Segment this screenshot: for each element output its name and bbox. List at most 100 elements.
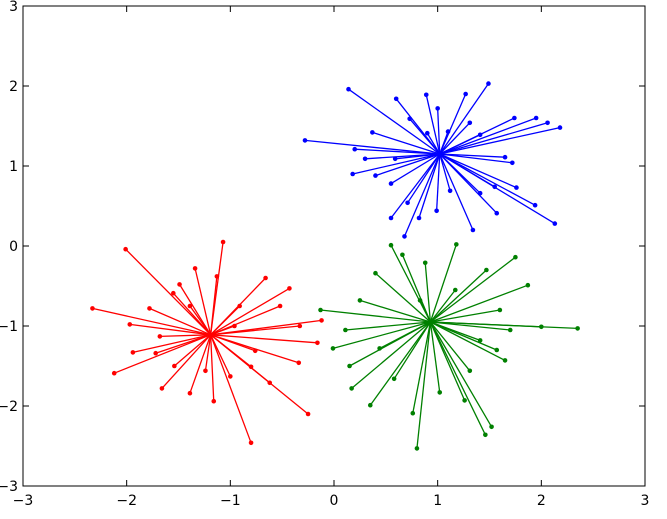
point xyxy=(388,215,394,221)
point xyxy=(159,386,165,391)
link-line xyxy=(149,307,211,336)
link-line xyxy=(210,334,256,352)
link-line xyxy=(348,88,441,155)
y-tick-label: 2 xyxy=(9,79,18,95)
point xyxy=(248,440,254,446)
point xyxy=(373,173,378,178)
point xyxy=(123,246,128,252)
point xyxy=(484,267,489,273)
point xyxy=(489,424,494,430)
point xyxy=(172,363,177,369)
link-line xyxy=(369,321,431,406)
point xyxy=(467,368,473,374)
point xyxy=(237,303,242,309)
link-line xyxy=(403,153,441,237)
link-line xyxy=(407,153,441,204)
link-line xyxy=(439,153,451,191)
link-line xyxy=(395,153,440,160)
point xyxy=(434,208,439,214)
point xyxy=(347,363,352,369)
link-line xyxy=(204,334,212,371)
point xyxy=(557,125,563,130)
point xyxy=(90,306,95,311)
point xyxy=(130,350,136,355)
point xyxy=(402,234,407,239)
link-line xyxy=(439,122,548,155)
link-line xyxy=(172,292,212,336)
point xyxy=(525,282,531,288)
link-line xyxy=(210,334,252,368)
point xyxy=(425,130,430,136)
link-line xyxy=(375,153,440,177)
point xyxy=(477,338,483,343)
point xyxy=(277,303,283,309)
link-line xyxy=(439,83,489,155)
point xyxy=(545,120,550,126)
link-line xyxy=(320,309,431,323)
link-line xyxy=(439,122,471,155)
point xyxy=(410,410,416,416)
point xyxy=(539,324,544,330)
y-tick-label: 3 xyxy=(9,0,18,15)
link-line xyxy=(173,334,212,367)
link-line xyxy=(304,139,440,155)
link-line xyxy=(429,269,487,323)
point xyxy=(192,266,198,271)
link-line xyxy=(429,321,486,436)
point xyxy=(362,156,368,162)
point xyxy=(422,260,428,266)
point xyxy=(435,106,440,111)
link-line xyxy=(430,321,506,361)
link-line xyxy=(390,153,441,185)
point xyxy=(187,303,193,309)
y-tick-label: −1 xyxy=(0,319,18,335)
point xyxy=(228,374,233,379)
link-line xyxy=(430,256,516,323)
point xyxy=(346,86,351,92)
point xyxy=(417,298,423,303)
point xyxy=(153,350,158,356)
link-line xyxy=(210,334,231,377)
link-line xyxy=(439,134,481,155)
point xyxy=(502,154,508,160)
point xyxy=(214,274,220,279)
point xyxy=(297,323,303,329)
link-line xyxy=(424,262,432,323)
link-line xyxy=(345,321,431,331)
y-tick-label: −2 xyxy=(0,399,18,415)
point xyxy=(447,188,453,194)
point xyxy=(287,286,292,291)
point xyxy=(296,360,302,366)
link-line xyxy=(439,153,517,189)
point xyxy=(407,116,412,122)
point xyxy=(405,200,410,206)
link-line xyxy=(439,117,537,155)
point xyxy=(319,318,324,323)
link-line xyxy=(178,284,212,336)
link-line xyxy=(210,334,252,444)
point xyxy=(392,156,398,162)
point xyxy=(302,138,308,143)
point xyxy=(147,306,152,311)
link-line xyxy=(352,153,440,175)
link-line xyxy=(209,276,218,335)
x-tick-label: 1 xyxy=(433,493,442,509)
point xyxy=(467,120,473,126)
point xyxy=(483,432,488,438)
x-tick-label: 2 xyxy=(537,493,546,509)
point xyxy=(248,364,254,370)
link-line xyxy=(372,131,440,155)
point xyxy=(463,91,468,97)
point xyxy=(315,340,320,346)
link-line xyxy=(439,153,513,164)
point xyxy=(393,96,399,102)
point xyxy=(470,227,476,233)
link-line xyxy=(113,334,211,374)
link-line xyxy=(430,309,500,323)
point xyxy=(502,358,508,363)
point xyxy=(357,298,363,303)
link-line xyxy=(439,126,561,155)
link-line xyxy=(159,334,211,338)
point xyxy=(452,287,458,293)
